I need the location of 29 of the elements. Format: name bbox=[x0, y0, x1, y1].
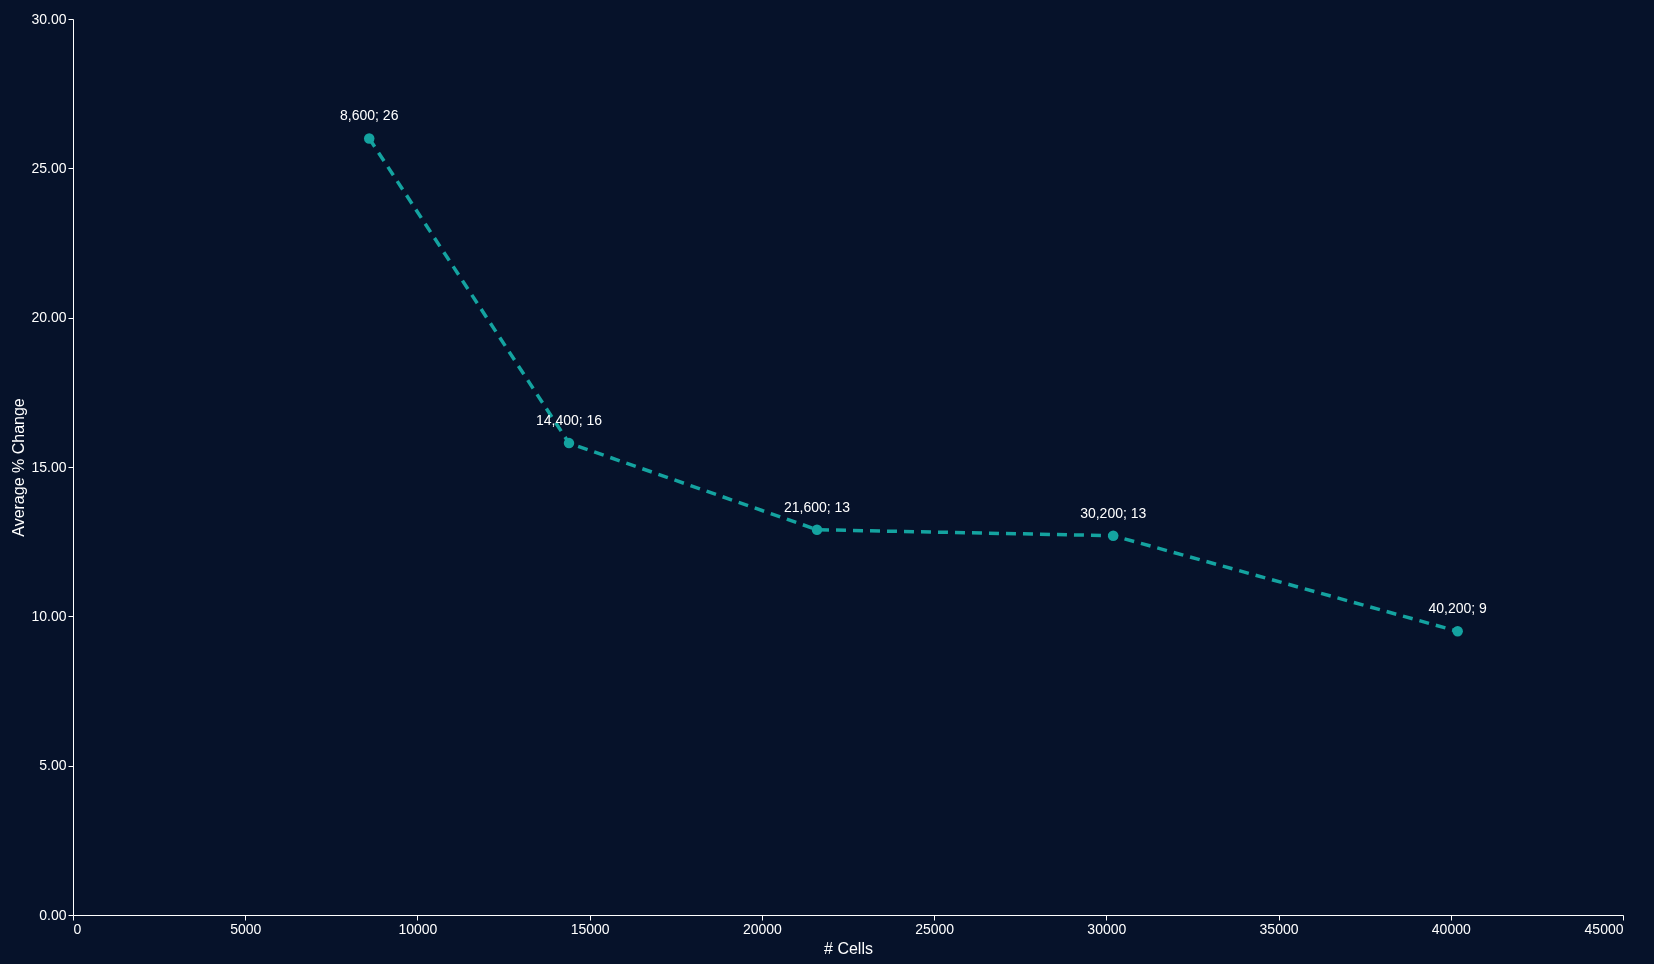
point bbox=[1452, 626, 1463, 637]
data-label: 8,600; 26 bbox=[340, 107, 399, 124]
data-label: 30,200; 13 bbox=[1080, 504, 1147, 521]
point bbox=[563, 437, 575, 449]
y-tick-label: 20.00 bbox=[31, 309, 67, 326]
x-tick-label: 40000 bbox=[1431, 920, 1471, 937]
x-tick-label: 5000 bbox=[230, 920, 262, 937]
y-axis-title: Average % Change bbox=[10, 398, 28, 537]
x-tick-label: 25000 bbox=[915, 920, 955, 937]
point bbox=[1107, 530, 1119, 541]
x-tick-label: 15000 bbox=[570, 920, 610, 937]
data-label: 40,200; 9 bbox=[1428, 600, 1488, 617]
x-tick-label: 0 bbox=[73, 920, 82, 937]
x-tick-label: 10000 bbox=[398, 920, 438, 937]
y-tick-label: 30.00 bbox=[31, 10, 67, 27]
y-tick-label: 0.00 bbox=[39, 906, 67, 923]
data-label: 14,400; 16 bbox=[535, 412, 603, 429]
y-tick-label: 10.00 bbox=[31, 607, 67, 624]
x-axis-title: # Cells bbox=[824, 939, 873, 957]
point bbox=[811, 524, 823, 535]
y-tick-label: 5.00 bbox=[39, 757, 67, 774]
point bbox=[363, 133, 375, 144]
x-tick-label: 30000 bbox=[1087, 920, 1127, 937]
data-label: 21,600; 13 bbox=[783, 498, 851, 515]
y-tick-label: 25.00 bbox=[31, 159, 67, 176]
x-tick-label: 35000 bbox=[1259, 920, 1299, 937]
x-tick-label: 45000 bbox=[1584, 920, 1624, 937]
y-tick-label: 15.00 bbox=[31, 458, 67, 475]
x-tick-label: 20000 bbox=[742, 920, 783, 937]
